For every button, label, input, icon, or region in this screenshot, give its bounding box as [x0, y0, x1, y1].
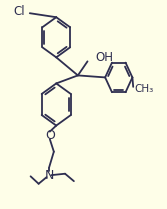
Text: N: N [44, 169, 54, 182]
Text: CH₃: CH₃ [135, 84, 154, 94]
Text: Cl: Cl [13, 5, 25, 18]
Text: O: O [45, 129, 55, 142]
Text: OH: OH [96, 51, 114, 64]
